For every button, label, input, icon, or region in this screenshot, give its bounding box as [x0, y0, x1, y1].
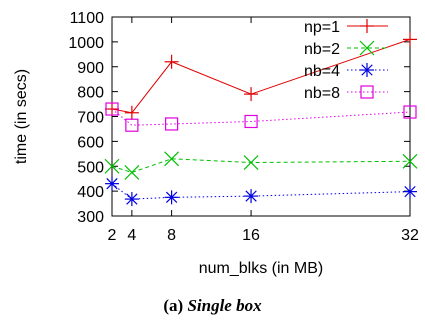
series-3 [105, 176, 417, 207]
y-tick-label: 800 [77, 85, 104, 102]
data-point [403, 32, 417, 47]
y-tick-label: 600 [77, 134, 104, 151]
data-point [105, 102, 119, 116]
data-point [104, 158, 120, 174]
legend-label: np=1 [304, 19, 340, 36]
legend-marker [360, 63, 374, 77]
data-point [125, 118, 139, 132]
line-chart: 300 400 500 600 700 800 900 1000 1100 2 4 8 16 32 np=… [13, 10, 419, 277]
y-tick-label: 900 [77, 60, 104, 77]
x-tick-label: 16 [242, 227, 260, 244]
data-point [164, 151, 180, 167]
y-tick-label: 300 [77, 209, 104, 226]
legend-entry: np=1 [304, 19, 388, 36]
legend-marker [359, 40, 375, 56]
data-point [124, 192, 139, 207]
x-tick-label: 32 [401, 227, 419, 244]
caption-label: (a) [163, 296, 184, 315]
data-point [244, 87, 259, 102]
legend: np=1 nb=2 nb=4 nb=8 [304, 19, 388, 102]
legend-label: nb=8 [304, 85, 340, 102]
data-point [402, 153, 418, 169]
legend-entry: nb=4 [304, 63, 388, 80]
data-point [243, 155, 259, 170]
y-tick-label: 1100 [70, 10, 105, 27]
series-line [111, 183, 411, 200]
data-point [124, 105, 139, 120]
data-point [164, 54, 179, 69]
y-tick-label: 1000 [68, 35, 104, 52]
figure-caption: (a) Single box [0, 296, 425, 316]
x-axis-label: num_blks (in MB) [199, 260, 323, 277]
legend-label: nb=4 [304, 63, 340, 80]
data-point [124, 165, 140, 180]
series-line [111, 158, 411, 173]
x-tick-label: 8 [167, 227, 176, 244]
legend-marker [360, 19, 374, 33]
series-4 [105, 102, 417, 132]
data-point [244, 114, 258, 129]
data-point [403, 184, 417, 199]
legend-entry: nb=8 [304, 85, 388, 102]
x-tick-label: 2 [108, 227, 117, 244]
series-2 [104, 151, 418, 180]
series-line [111, 108, 411, 126]
y-tick-label: 500 [77, 159, 104, 176]
legend-marker [360, 85, 374, 99]
data-point [244, 189, 259, 204]
series-layer [104, 32, 418, 207]
data-point [403, 105, 417, 119]
x-tick-label: 4 [127, 227, 136, 244]
series-1 [105, 32, 417, 120]
legend-entry: nb=2 [304, 40, 388, 58]
data-point [164, 190, 179, 205]
y-tick-label: 400 [77, 184, 104, 201]
y-tick-label: 700 [77, 110, 104, 127]
data-point [105, 176, 119, 191]
legend-label: nb=2 [304, 41, 340, 58]
data-point [165, 117, 179, 131]
plot-axes: 300 400 500 600 700 800 900 1000 1100 2 4 8 16 32 [68, 10, 419, 244]
caption-title: Single box [187, 296, 262, 315]
y-axis-label: time (in secs) [13, 69, 30, 164]
